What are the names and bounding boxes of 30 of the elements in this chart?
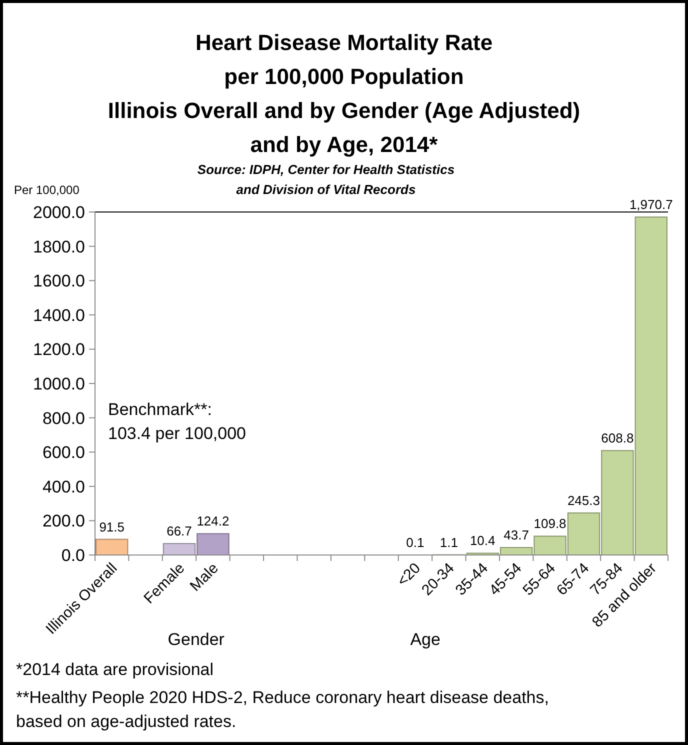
data-label: 43.7 <box>504 528 529 543</box>
data-label: 608.8 <box>601 430 634 446</box>
data-label: 1.1 <box>440 534 458 550</box>
y-tick-label: 1400.0 <box>33 306 85 325</box>
y-tick-label: 600.0 <box>42 443 85 462</box>
chart-subtitle: Source: IDPH, Center for Health Statistics and Division of Vital Records <box>197 162 455 197</box>
y-tick-label: 2000.0 <box>33 202 85 222</box>
data-label: 109.8 <box>534 516 566 532</box>
text: **Healthy People 2020 HDS-2, Reduce coronary heart disease deaths, based on age-adjusted rates. <box>16 688 549 731</box>
y-axis-title: Per 100,000 <box>14 183 80 197</box>
text: Age <box>410 630 440 649</box>
text: Gender <box>168 630 225 649</box>
y-tick-label: 1000.0 <box>33 374 85 394</box>
annotation: Benchmark**: 103.4 per 100,000 <box>108 400 246 443</box>
y-tick-label: 1600.0 <box>33 272 85 291</box>
text: *2014 data are provisional <box>16 660 214 679</box>
data-label: 10.4 <box>470 533 496 548</box>
data-label: 124.2 <box>196 514 230 529</box>
y-tick-label: 400.0 <box>42 477 85 496</box>
data-label: 245.3 <box>567 492 600 508</box>
y-tick-label: 0.0 <box>61 546 85 565</box>
chart-title: Heart Disease Mortality Rate per 100,000 Population Illinois Overall and by Gender (Age Adjusted) and by Age, 2014* <box>108 30 580 157</box>
y-tick-label: 800.0 <box>42 408 85 428</box>
y-tick-label: 200.0 <box>42 512 85 531</box>
data-label: 66.7 <box>166 524 192 539</box>
data-label: 0.1 <box>406 534 424 550</box>
data-label: 1,970.7 <box>629 197 673 212</box>
y-tick-label: 1800.0 <box>33 237 85 256</box>
y-tick-label: 1200.0 <box>33 340 85 360</box>
data-label: 91.5 <box>99 519 125 534</box>
